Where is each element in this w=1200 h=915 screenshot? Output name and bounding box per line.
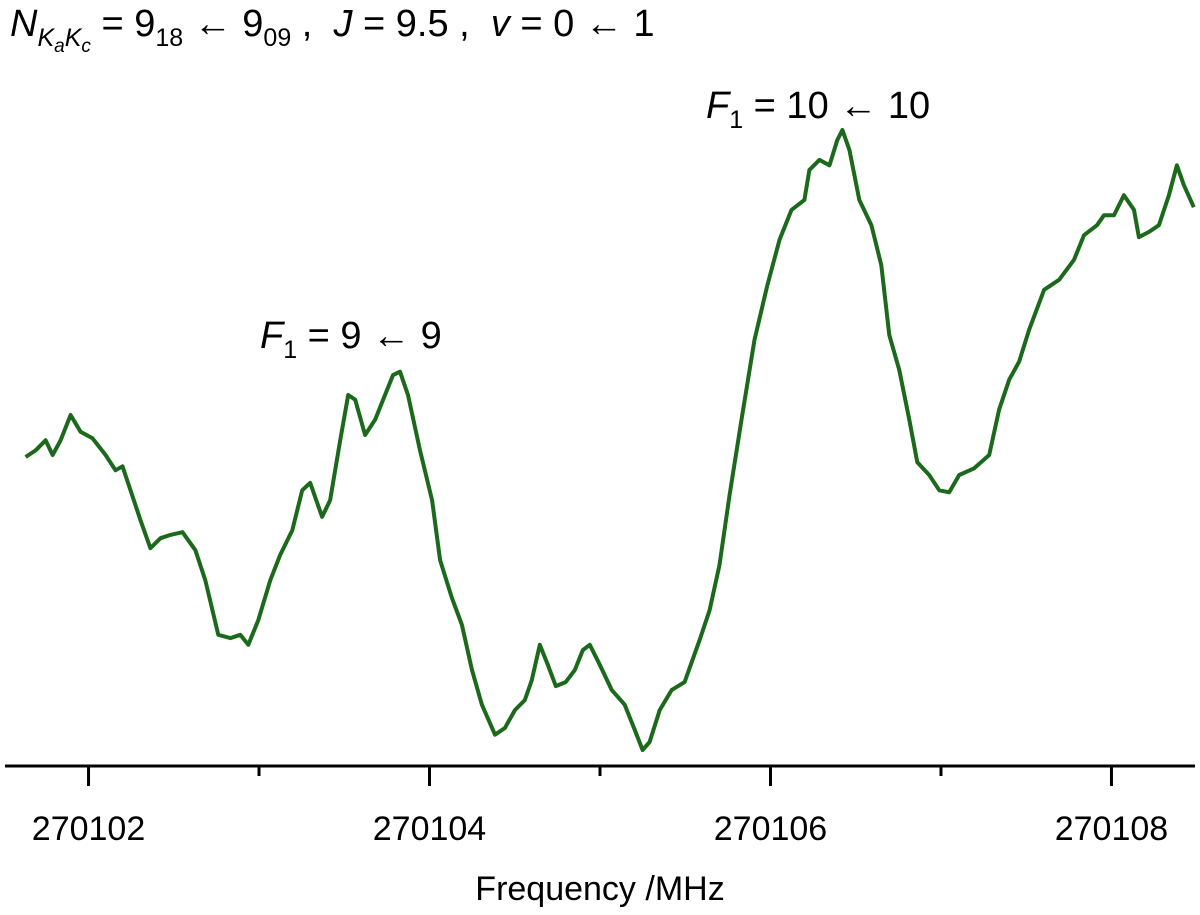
spectrum-line bbox=[24, 128, 1196, 752]
x-tick-label: 270102 bbox=[32, 810, 145, 848]
chart-title: NKaKc = 918 ← 909 , J = 9.5 , v = 0 ← 1 bbox=[10, 3, 655, 57]
x-axis-label: Frequency /MHz bbox=[475, 870, 724, 908]
x-tick-label: 270104 bbox=[373, 810, 486, 848]
annotation: F1 = 9 ← 9 bbox=[260, 315, 442, 364]
annotation: F1 = 10 ← 10 bbox=[706, 85, 930, 134]
x-tick-label: 270106 bbox=[714, 810, 827, 848]
x-tick-label: 270108 bbox=[1055, 810, 1168, 848]
